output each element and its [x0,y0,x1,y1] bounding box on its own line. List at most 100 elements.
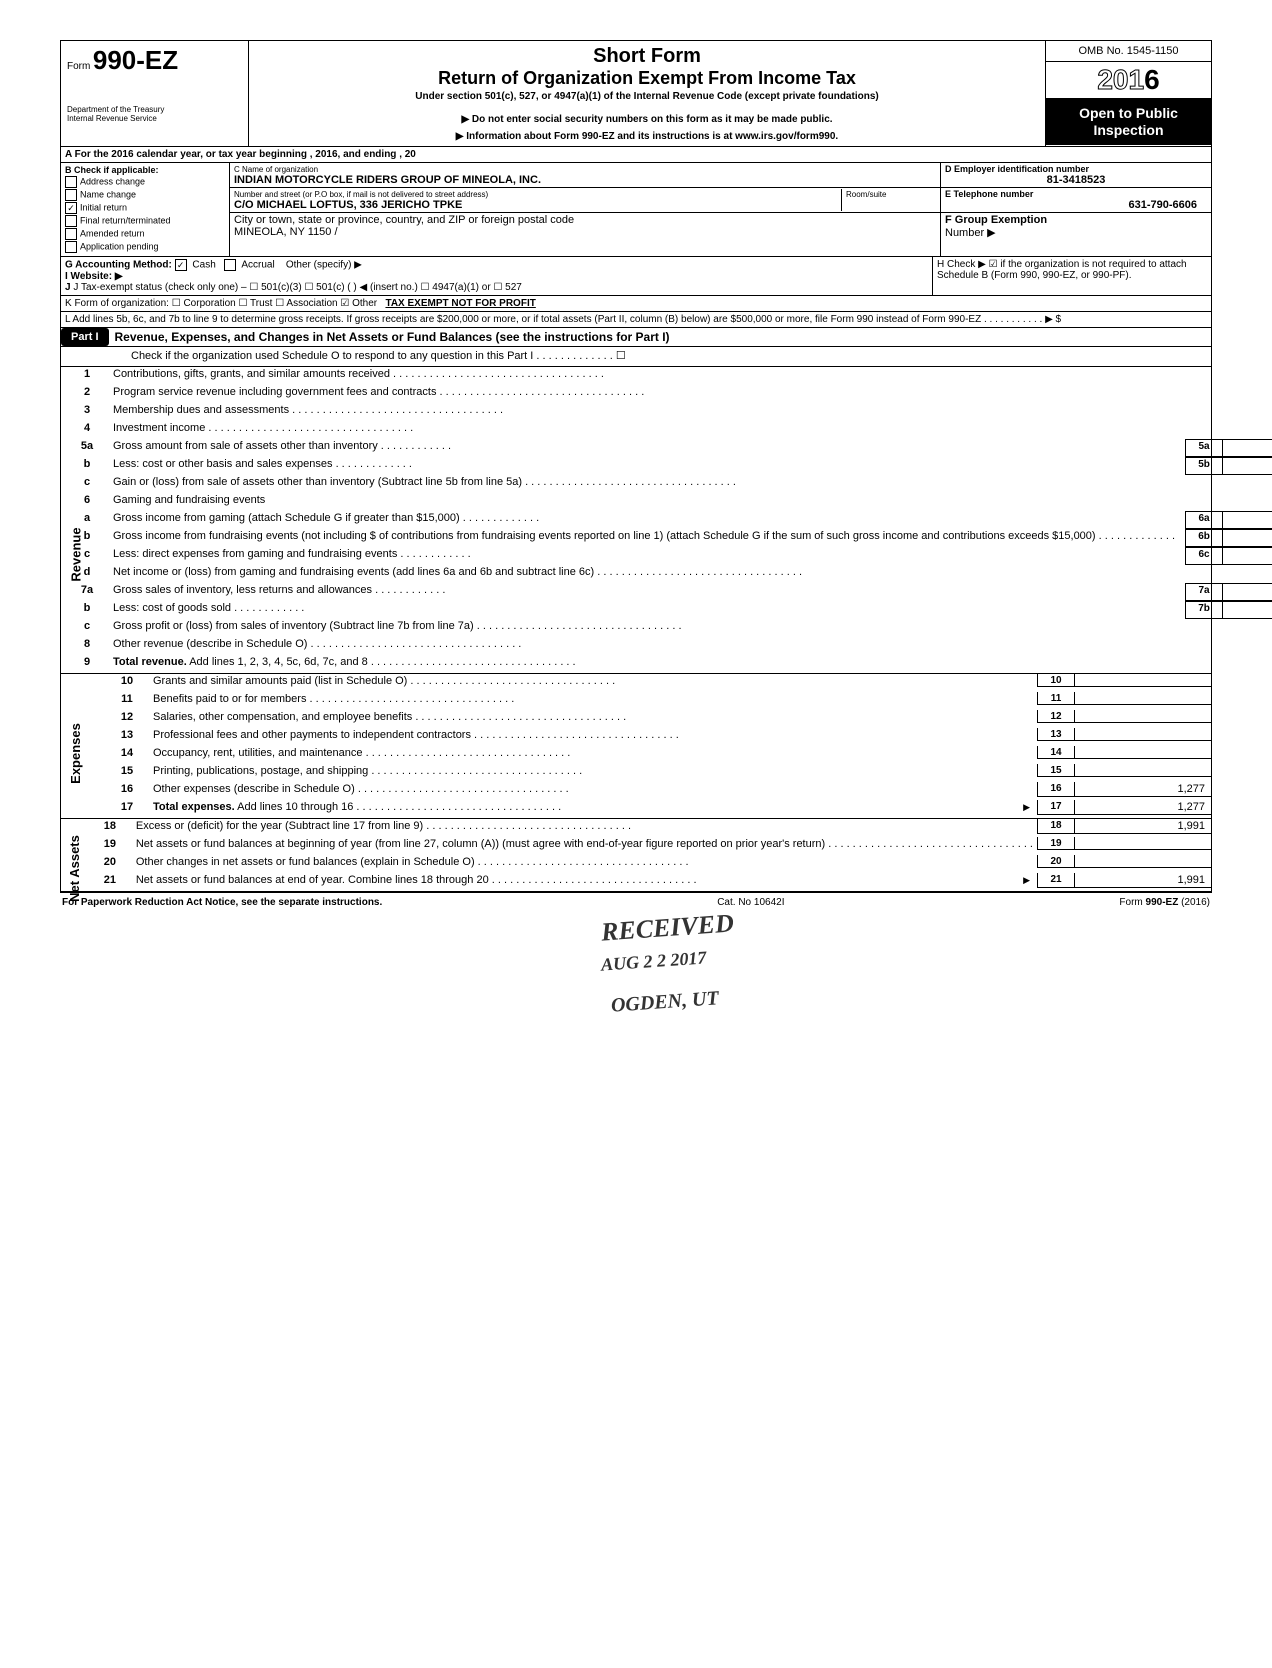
part1-label: Part I [61,328,109,346]
row-k: K Form of organization: ☐ Corporation ☐ … [61,296,1211,312]
k-other-value: TAX EXEMPT NOT FOR PROFIT [385,298,535,309]
row-j-tax-status: J J Tax-exempt status (check only one) –… [65,282,928,293]
inner-box-7b: 7b [1185,601,1272,619]
line-c: cGross profit or (loss) from sales of in… [61,619,1272,637]
line-21: 21Net assets or fund balances at end of … [84,873,1211,891]
header-left: Form 990-EZ Department of the Treasury I… [61,41,249,146]
f-group-label: F Group Exemption [945,214,1047,226]
line-b: bLess: cost of goods sold . . . . . . . … [61,601,1272,619]
col-b-checkboxes: B Check if applicable: Address change Na… [61,163,230,256]
footer-cat: Cat. No 10642I [717,897,784,908]
received-date-stamp: AUG 2 2 2017 [600,947,707,975]
received-stamp: RECEIVED [600,908,735,947]
chk-final-return[interactable] [65,215,77,227]
dept-irs: Internal Revenue Service [67,115,242,124]
row-l: L Add lines 5b, 6c, and 7b to line 9 to … [61,312,1211,328]
part1-title: Revenue, Expenses, and Changes in Net As… [109,330,670,344]
line-3: 3Membership dues and assessments . . . .… [61,403,1272,421]
inner-box-5b: 5b [1185,457,1272,475]
c-street-label: Number and street (or P.O box, if mail i… [234,190,488,199]
line-7a: 7aGross sales of inventory, less returns… [61,583,1272,601]
part1-check-schedule-o: Check if the organization used Schedule … [61,349,1211,362]
line-b: bGross income from fundraising events (n… [61,529,1272,547]
inner-box-7a: 7a1,043 [1185,583,1272,601]
short-form-title: Short Form [259,45,1035,68]
line-5a: 5aGross amount from sale of assets other… [61,439,1272,457]
chk-address-change[interactable] [65,176,77,188]
inner-box-5a: 5a [1185,439,1272,457]
line-19: 19Net assets or fund balances at beginni… [84,837,1211,855]
col-def: D Employer identification number81-34185… [941,163,1211,256]
footer: For Paperwork Reduction Act Notice, see … [60,893,1212,908]
inner-box-6b: 6b [1185,529,1272,547]
inner-box-6c: 6c [1185,547,1272,565]
line-18: 18Excess or (deficit) for the year (Subt… [84,819,1211,837]
netassets-section: Net Assets 18Excess or (deficit) for the… [61,818,1211,892]
line-16: 16Other expenses (describe in Schedule O… [101,782,1211,800]
c-room-label: Room/suite [846,190,886,199]
line-11: 11Benefits paid to or for members . . . … [101,692,1211,710]
ogden-stamp: OGDEN, UT [610,987,719,1017]
line-c: cGain or (loss) from sale of assets othe… [61,475,1272,493]
c-org-name: INDIAN MOTORCYCLE RIDERS GROUP OF MINEOL… [234,174,541,186]
f-number: Number ▶ [945,227,996,239]
part1-header: Part I Revenue, Expenses, and Changes in… [61,328,1211,347]
footer-left: For Paperwork Reduction Act Notice, see … [62,897,382,908]
footer-right: Form 990-EZ (2016) [1119,897,1210,908]
form-990ez: Form 990-EZ Department of the Treasury I… [60,40,1212,893]
line-2: 2Program service revenue including gover… [61,385,1272,403]
chk-initial-return[interactable]: ✓ [65,202,77,214]
donot-ssn: ▶ Do not enter social security numbers o… [259,114,1035,125]
open-to-public: Open to Public Inspection [1046,99,1211,145]
tax-year: 2016 [1046,62,1211,99]
e-phone: 631-790-6606 [945,199,1207,211]
under-section: Under section 501(c), 527, or 4947(a)(1)… [259,91,1035,102]
header: Form 990-EZ Department of the Treasury I… [61,41,1211,147]
side-expenses: Expenses [68,723,83,784]
expenses-section: Expenses 10Grants and similar amounts pa… [61,673,1211,818]
chk-name-change[interactable] [65,189,77,201]
row-g: G Accounting Method: ✓ Cash Accrual Othe… [65,259,928,271]
line-a: aGross income from gaming (attach Schedu… [61,511,1272,529]
line-20: 20Other changes in net assets or fund ba… [84,855,1211,873]
header-right: OMB No. 1545-1150 2016 Open to Public In… [1046,41,1211,146]
line-15: 15Printing, publications, postage, and s… [101,764,1211,782]
c-city: MINEOLA, NY 1150 / [234,226,338,238]
line-8: 8Other revenue (describe in Schedule O) … [61,637,1272,655]
d-ein: 81-3418523 [945,174,1207,186]
side-revenue: Revenue [69,527,84,581]
row-h: H Check ▶ ☑ if the organization is not r… [933,257,1211,295]
line-c: cLess: direct expenses from gaming and f… [61,547,1272,565]
line-9: 9Total revenue. Add lines 1, 2, 3, 4, 5c… [61,655,1272,673]
row-g-i: G Accounting Method: ✓ Cash Accrual Othe… [61,257,1211,296]
line-14: 14Occupancy, rent, utilities, and mainte… [101,746,1211,764]
line-12: 12Salaries, other compensation, and empl… [101,710,1211,728]
c-street: C/O MICHAEL LOFTUS, 336 JERICHO TPKE [234,199,462,211]
row-a-tax-year: A For the 2016 calendar year, or tax yea… [61,147,1211,163]
inner-box-6a: 6a [1185,511,1272,529]
c-city-label: City or town, state or province, country… [234,214,574,226]
form-number: 990-EZ [93,45,178,75]
chk-application-pending[interactable] [65,241,77,253]
line-17: 17Total expenses. Add lines 10 through 1… [101,800,1211,818]
side-netassets: Net Assets [67,835,82,902]
line-d: dNet income or (loss) from gaming and fu… [61,565,1272,583]
line-1: 1Contributions, gifts, grants, and simil… [61,367,1272,385]
line-4: 4Investment income . . . . . . . . . . .… [61,421,1272,439]
e-phone-label: E Telephone number [945,189,1033,199]
omb-number: OMB No. 1545-1150 [1046,41,1211,62]
info-about: ▶ Information about Form 990-EZ and its … [259,131,1035,142]
row-i-website: I Website: ▶ [65,271,928,282]
section-bcdef: B Check if applicable: Address change Na… [61,163,1211,257]
return-title: Return of Organization Exempt From Incom… [259,68,1035,89]
line-13: 13Professional fees and other payments t… [101,728,1211,746]
c-name-label: C Name of organization [234,165,318,174]
revenue-section: Revenue 1Contributions, gifts, grants, a… [61,366,1211,673]
col-c-org-info: C Name of organizationINDIAN MOTORCYCLE … [230,163,941,256]
chk-amended-return[interactable] [65,228,77,240]
chk-cash[interactable]: ✓ [175,259,187,271]
chk-accrual[interactable] [224,259,236,271]
b-title: B Check if applicable: [65,165,225,175]
line-6: 6Gaming and fundraising events [61,493,1272,511]
d-ein-label: D Employer identification number [945,164,1089,174]
